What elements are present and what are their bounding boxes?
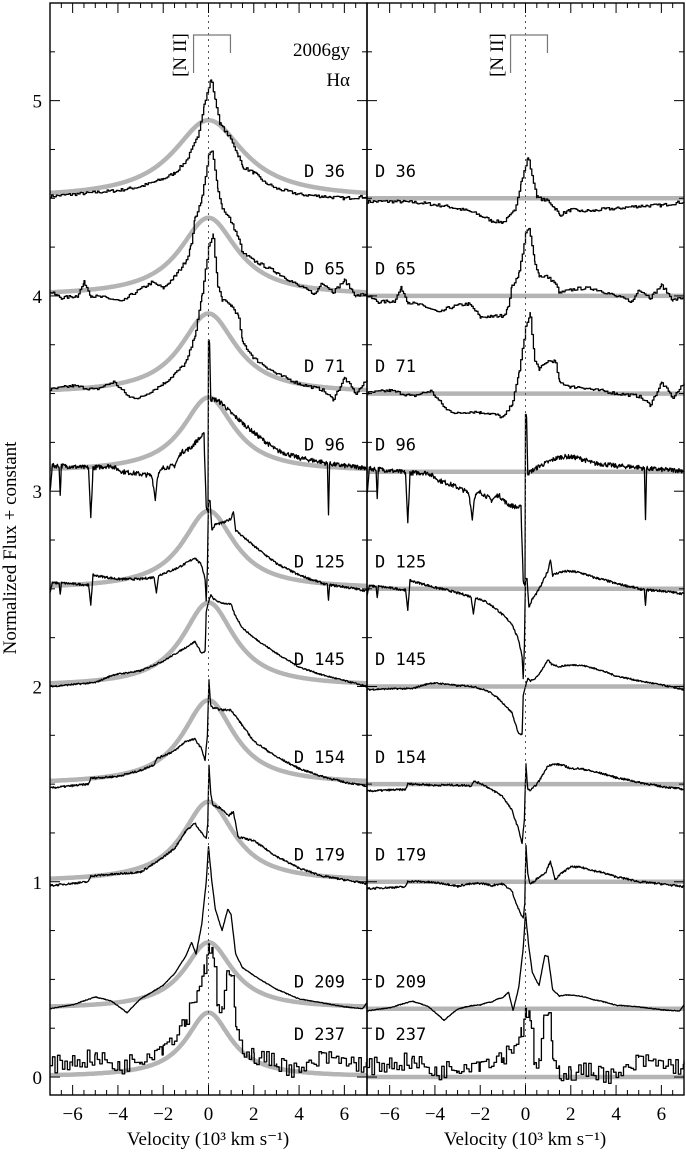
x-tick-label: −6 bbox=[380, 1104, 400, 1125]
spectrum-d-179 bbox=[49, 764, 368, 887]
nii-label-left: [N II] bbox=[170, 33, 191, 77]
epoch-label-right-d-154: D 154 bbox=[375, 748, 426, 768]
x-tick-label: −2 bbox=[470, 1104, 490, 1125]
spectrum-d-36 bbox=[50, 79, 368, 201]
epoch-label-right-d-237: D 237 bbox=[375, 1025, 426, 1045]
fit-curve-d-145 bbox=[50, 600, 367, 686]
x-tick-label: 2 bbox=[566, 1104, 576, 1125]
epoch-label-right-d-145: D 145 bbox=[375, 650, 426, 670]
y-tick-label: 3 bbox=[33, 482, 43, 503]
epoch-label-left-d-36: D 36 bbox=[304, 162, 345, 182]
annotations: 2006gy Hα [N II] [N II] Normalized Flux … bbox=[0, 33, 606, 1150]
residual-spectrum-d-65 bbox=[367, 227, 685, 319]
fit-curve-d-36 bbox=[49, 117, 368, 196]
x-tick-label: 0 bbox=[204, 1104, 214, 1125]
nii-bracket bbox=[509, 34, 549, 73]
epoch-label-left-d-96: D 96 bbox=[304, 435, 345, 455]
object-label: 2006gy bbox=[293, 40, 351, 61]
residual-spectrum-d-237 bbox=[367, 1007, 685, 1085]
residual-spectrum-d-209 bbox=[366, 912, 685, 1022]
spectrum-d-96 bbox=[49, 339, 368, 519]
y-tick-label: 4 bbox=[33, 287, 43, 308]
y-tick-label: 0 bbox=[33, 1068, 43, 1089]
residual-spectrum-d-36 bbox=[367, 157, 685, 224]
epoch-label-right-d-125: D 125 bbox=[375, 552, 426, 572]
x-tick-label: −2 bbox=[153, 1104, 173, 1125]
epoch-label-right-d-209: D 209 bbox=[375, 972, 426, 992]
epoch-label-left-d-179: D 179 bbox=[294, 845, 345, 865]
x-tick-label: 0 bbox=[521, 1104, 531, 1125]
y-tick-label: 5 bbox=[33, 92, 43, 113]
spectrum-d-71 bbox=[50, 233, 368, 402]
y-axis-title: Normalized Flux + constant bbox=[0, 441, 21, 655]
epoch-label-right-d-96: D 96 bbox=[375, 435, 416, 455]
residual-spectrum-d-145 bbox=[366, 659, 685, 736]
residual-spectrum-d-96 bbox=[366, 413, 685, 587]
epoch-label-left-d-71: D 71 bbox=[304, 357, 345, 377]
epoch-label-left-d-125: D 125 bbox=[294, 552, 345, 572]
x-tick-label: −4 bbox=[108, 1104, 129, 1125]
nii-label-right: [N II] bbox=[487, 33, 508, 77]
spectrum-d-209 bbox=[49, 846, 368, 1014]
epoch-label-left-d-209: D 209 bbox=[294, 972, 345, 992]
x-tick-label: 4 bbox=[294, 1104, 304, 1125]
x-tick-label: 2 bbox=[249, 1104, 259, 1125]
x-tick-label: 4 bbox=[611, 1104, 621, 1125]
epoch-label-right-d-36: D 36 bbox=[375, 162, 416, 182]
epoch-label-left-d-65: D 65 bbox=[304, 260, 345, 280]
epoch-label-right-d-65: D 65 bbox=[375, 260, 416, 280]
fit-curve-d-209 bbox=[49, 940, 368, 1009]
x-axis-title-left: Velocity (10³ km s⁻¹) bbox=[127, 1129, 289, 1150]
line-label: Hα bbox=[326, 70, 350, 91]
epoch-label-left-d-237: D 237 bbox=[294, 1025, 345, 1045]
x-tick-label: −4 bbox=[425, 1104, 446, 1125]
epoch-label-right-d-71: D 71 bbox=[375, 357, 416, 377]
x-tick-label: 6 bbox=[340, 1104, 350, 1125]
epoch-label-left-d-145: D 145 bbox=[294, 650, 345, 670]
epoch-label-right-d-179: D 179 bbox=[375, 845, 426, 865]
x-tick-label: 6 bbox=[657, 1104, 667, 1125]
axes: D 36 D 36 D 65 D 65 D 71 D 71 D 96 D 96 D 125 D 1… bbox=[33, 2, 685, 1125]
x-axis-title-right: Velocity (10³ km s⁻¹) bbox=[444, 1129, 606, 1150]
nii-bracket bbox=[192, 34, 232, 73]
x-tick-label: −6 bbox=[63, 1104, 83, 1125]
y-tick-label: 1 bbox=[33, 873, 43, 894]
spectrum-d-237 bbox=[50, 943, 368, 1078]
y-tick-label: 2 bbox=[33, 677, 43, 698]
epoch-label-left-d-154: D 154 bbox=[294, 748, 345, 768]
residual-spectrum-d-71 bbox=[367, 311, 685, 419]
fit-curve-d-65 bbox=[49, 215, 368, 295]
